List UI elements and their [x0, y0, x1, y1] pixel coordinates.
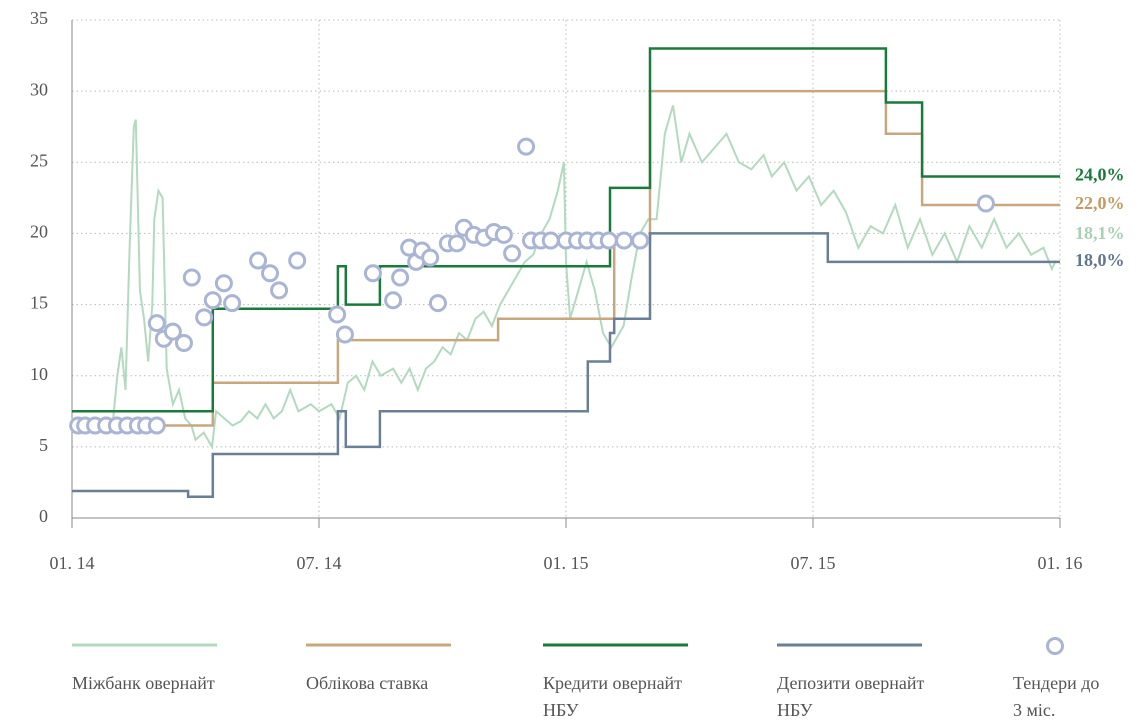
tender-point — [503, 244, 522, 263]
tender-point — [203, 291, 222, 310]
tender-point — [384, 291, 403, 310]
tender-point — [174, 333, 193, 352]
y-tick-label: 35 — [30, 8, 48, 28]
series-line — [72, 89, 1060, 427]
x-tick-label: 07. 15 — [791, 553, 836, 573]
tender-point — [288, 251, 307, 270]
tender-point — [599, 231, 618, 250]
x-tick-label: 01. 14 — [50, 553, 95, 573]
tender-point — [615, 231, 634, 250]
y-tick-label: 15 — [30, 293, 48, 313]
tender-point — [163, 322, 182, 341]
legend-label: Депозити овернайт НБУ — [777, 673, 925, 720]
legend-label: Тендери до 3 міс. — [1013, 673, 1100, 720]
tender-point — [261, 264, 280, 283]
tender-point — [391, 268, 410, 287]
tender-point — [223, 294, 242, 313]
tender-point — [195, 308, 214, 327]
tender-point — [447, 234, 466, 253]
tender-point — [421, 248, 440, 267]
end-value-label: 24,0% — [1075, 165, 1125, 185]
legend-label: Кредити овернайт НБУ — [543, 673, 683, 720]
tender-point — [976, 194, 995, 213]
y-tick-label: 25 — [30, 150, 48, 170]
series-line — [72, 47, 1060, 413]
end-value-label: 22,0% — [1075, 193, 1125, 213]
tender-point — [147, 416, 166, 435]
x-tick-label: 07. 14 — [297, 553, 342, 573]
tender-point — [363, 264, 382, 283]
legend-label: Облікова ставка — [306, 673, 429, 693]
legend-label: Міжбанк овернайт — [72, 673, 215, 693]
y-tick-label: 5 — [39, 435, 48, 455]
tender-point — [517, 137, 536, 156]
tender-point — [147, 314, 166, 333]
tender-point — [214, 274, 233, 293]
tender-point — [270, 281, 289, 300]
end-value-label: 18,0% — [1075, 250, 1125, 270]
tender-point — [182, 268, 201, 287]
tender-point — [249, 251, 268, 270]
tender-point — [328, 305, 347, 324]
tender-point — [494, 225, 513, 244]
legend-marker — [1046, 637, 1064, 655]
y-tick-label: 20 — [30, 222, 48, 242]
y-tick-label: 0 — [39, 506, 48, 526]
tender-point — [428, 294, 447, 313]
y-tick-label: 10 — [30, 364, 48, 384]
tender-point — [631, 231, 650, 250]
series-line — [72, 232, 1060, 498]
tender-point — [541, 231, 560, 250]
y-tick-label: 30 — [30, 79, 48, 99]
tender-point — [335, 325, 354, 344]
end-value-label: 18,1% — [1075, 223, 1125, 243]
x-tick-label: 01. 16 — [1038, 553, 1083, 573]
x-tick-label: 01. 15 — [544, 553, 589, 573]
series-line — [71, 105, 1057, 451]
